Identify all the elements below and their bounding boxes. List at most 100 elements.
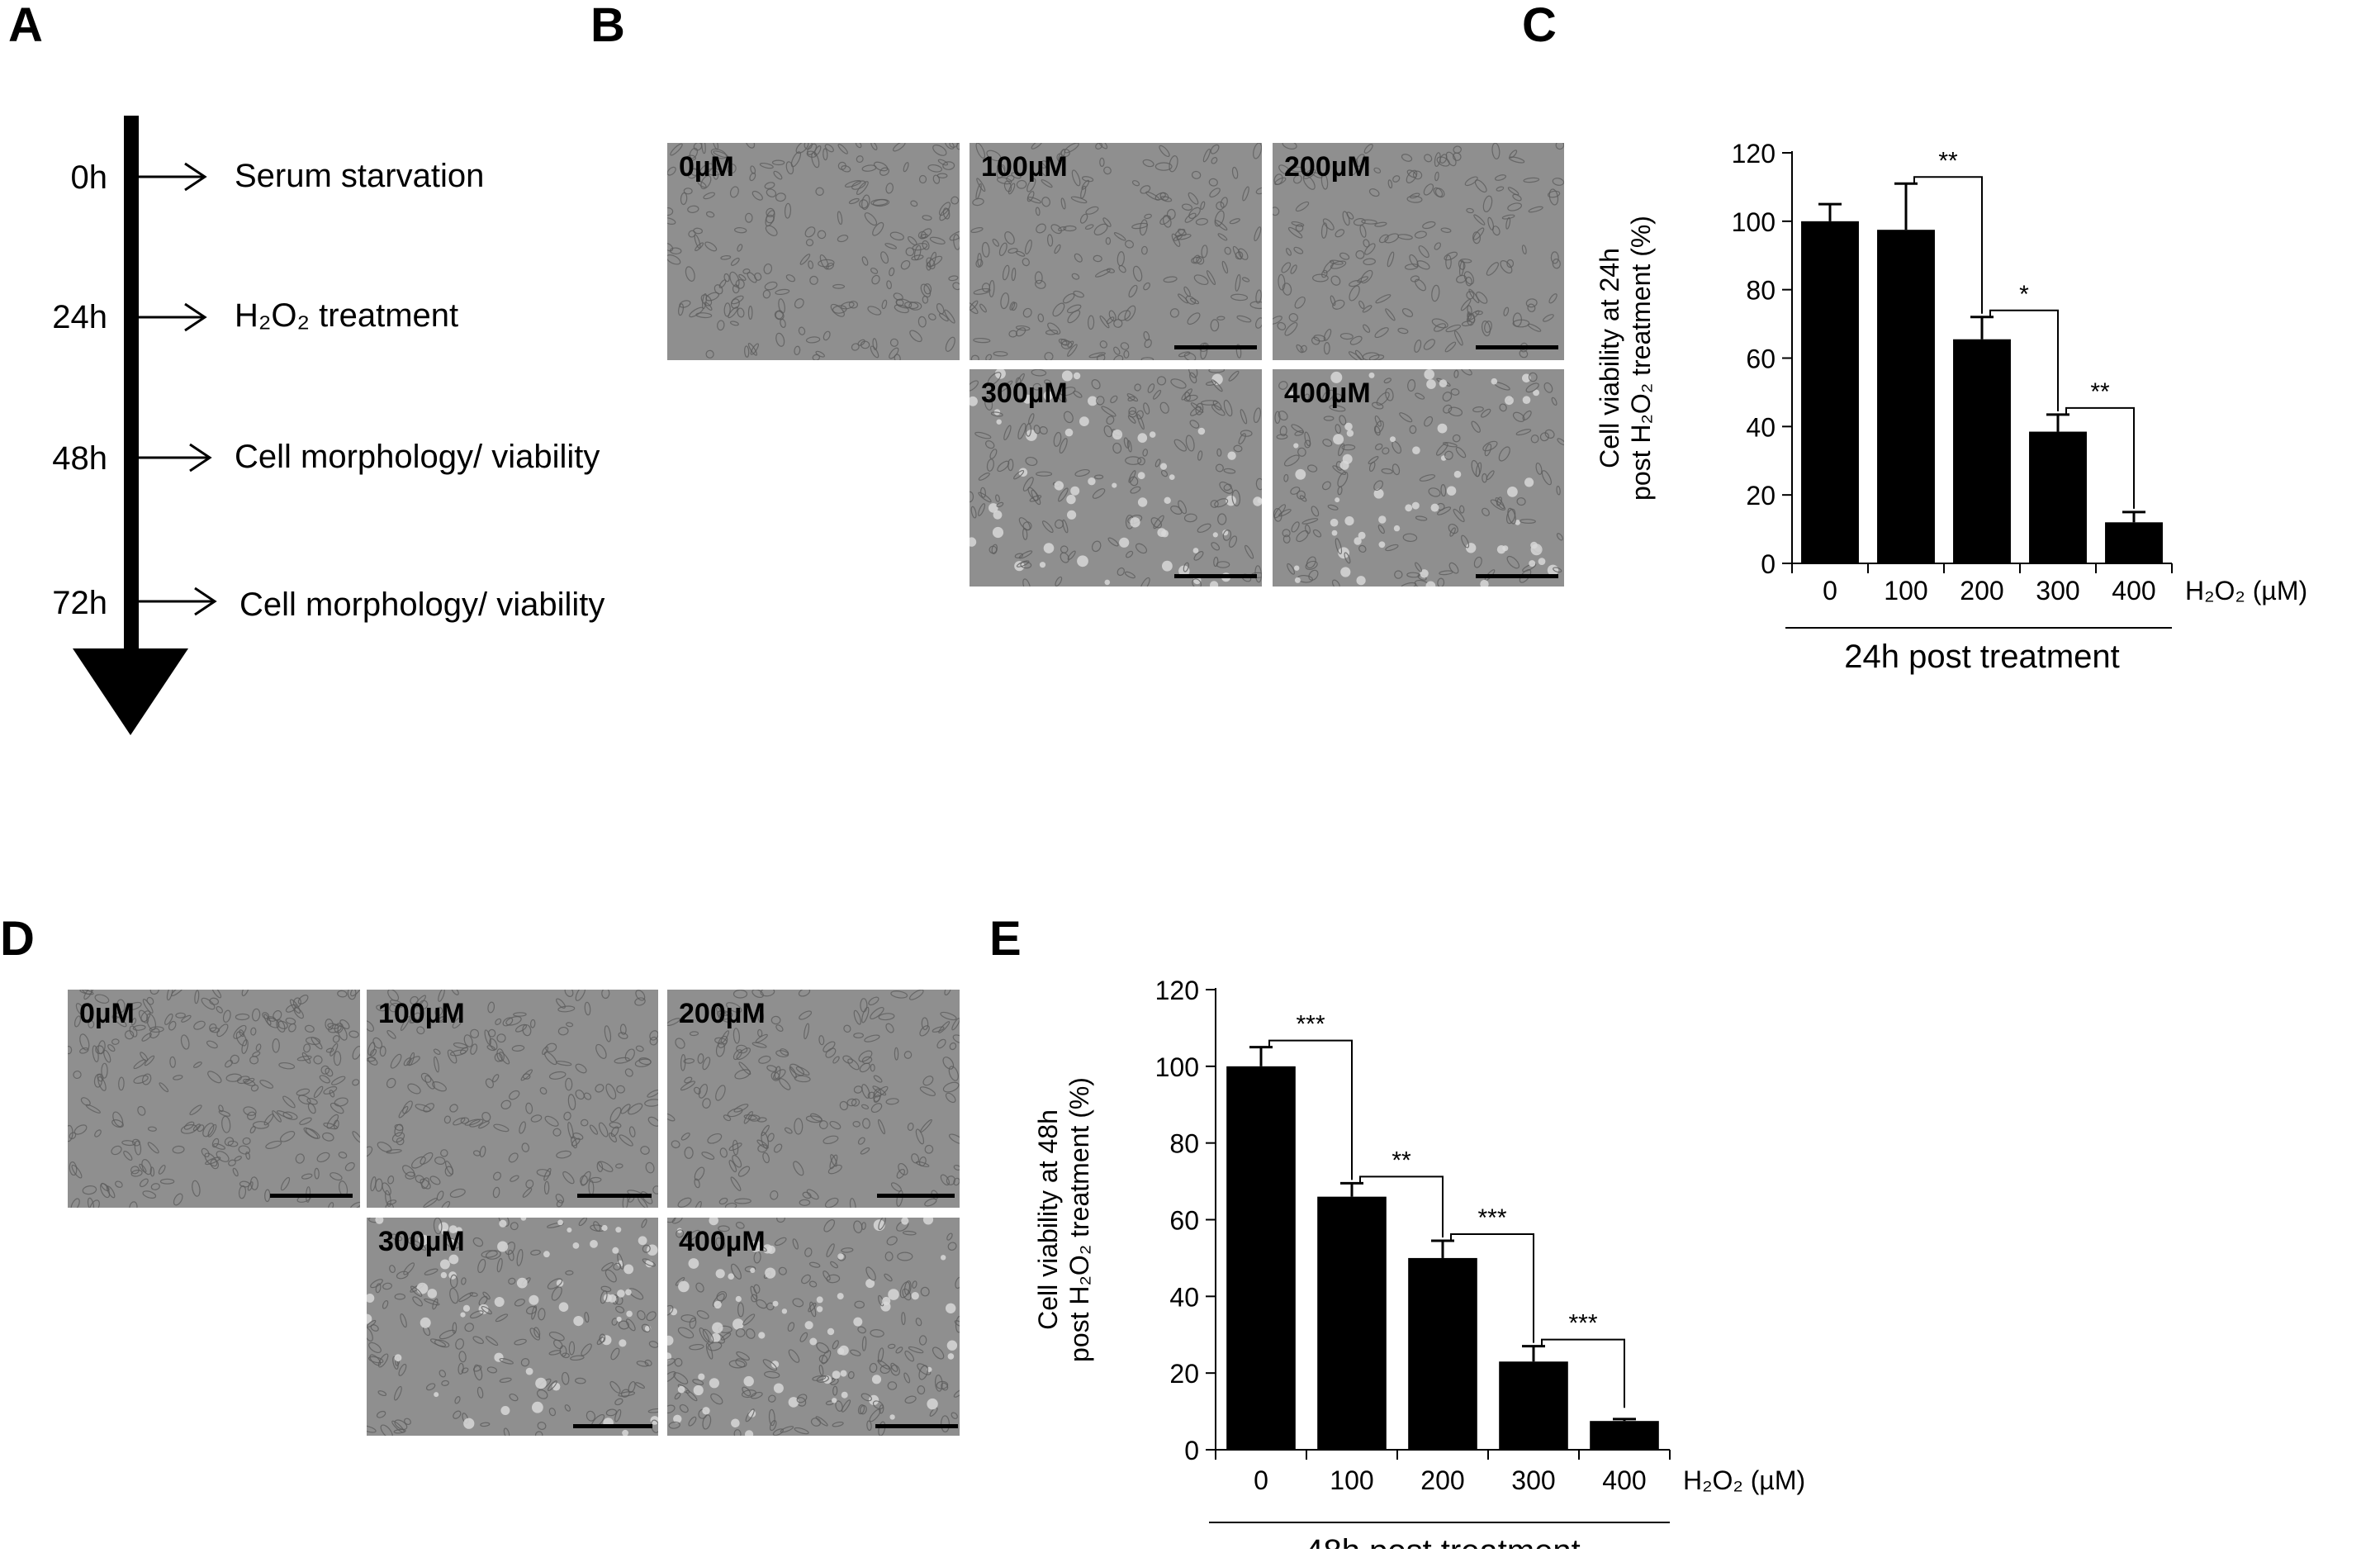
cell <box>819 254 829 270</box>
cell <box>1253 407 1261 424</box>
cell <box>720 1030 730 1043</box>
cell <box>812 1375 827 1381</box>
cell <box>737 1302 745 1318</box>
cell <box>1003 425 1012 441</box>
bright-cell <box>1104 579 1111 586</box>
cell <box>1519 569 1532 583</box>
cell <box>861 194 870 211</box>
cell <box>470 1028 480 1038</box>
cell <box>1208 178 1218 187</box>
cell <box>1026 178 1036 192</box>
cell <box>589 1124 599 1135</box>
cell <box>459 1047 469 1055</box>
cell <box>1018 550 1033 559</box>
cell <box>1032 382 1041 391</box>
cell <box>954 1320 960 1327</box>
cell <box>272 1110 282 1123</box>
cell <box>1281 262 1292 273</box>
cell <box>837 235 849 243</box>
cell <box>352 1131 360 1143</box>
cell <box>832 283 846 289</box>
bright-cell <box>1378 515 1387 524</box>
cell <box>1178 500 1188 515</box>
cell <box>1098 143 1108 150</box>
cell <box>689 147 699 159</box>
cell <box>293 1007 304 1019</box>
cell <box>1050 224 1062 235</box>
bright-cell <box>1192 576 1202 585</box>
cell <box>1448 562 1459 574</box>
bright-cell <box>612 1247 619 1254</box>
cell <box>1311 506 1320 517</box>
cell <box>1409 192 1420 199</box>
cell <box>609 1107 622 1123</box>
cell <box>101 1062 108 1079</box>
cell <box>751 1042 767 1048</box>
bright-cell <box>709 1378 719 1389</box>
cell <box>1058 487 1069 502</box>
bright-cell <box>478 1304 489 1314</box>
cell <box>1142 449 1148 457</box>
cell <box>1539 432 1549 442</box>
bright-cell <box>603 1294 612 1303</box>
cell <box>1118 264 1126 273</box>
cell <box>1323 328 1332 341</box>
cell <box>804 143 813 150</box>
cell <box>1463 271 1475 285</box>
cell <box>903 162 909 173</box>
cell <box>904 1351 915 1362</box>
cell <box>637 1310 646 1321</box>
cell <box>1521 245 1527 255</box>
cell <box>496 1048 505 1062</box>
cell <box>1125 456 1142 465</box>
cell <box>793 1161 804 1176</box>
cell <box>542 1046 549 1055</box>
bright-cell <box>970 396 978 406</box>
cell <box>743 1111 753 1124</box>
cell <box>688 1416 697 1427</box>
cell <box>390 1233 403 1242</box>
cell <box>795 1066 810 1076</box>
cell <box>1448 523 1458 534</box>
cell <box>817 230 827 240</box>
cell <box>473 1364 483 1381</box>
panel-label-b: B <box>590 0 625 52</box>
cell <box>837 211 843 226</box>
cell <box>1442 392 1453 402</box>
cell <box>760 990 775 997</box>
cell <box>536 1169 551 1177</box>
cell <box>1153 389 1162 400</box>
cell <box>608 1133 618 1142</box>
cell <box>245 1152 250 1160</box>
bright-cell <box>1162 560 1173 572</box>
cell <box>864 212 878 226</box>
cell <box>352 1046 360 1060</box>
bright-cell <box>698 1373 705 1380</box>
bright-cell <box>455 1227 462 1234</box>
cell <box>869 1408 881 1422</box>
bright-cell <box>1538 558 1546 565</box>
micrograph-label: 200µM <box>679 998 766 1029</box>
significance-label: * <box>2019 281 2029 308</box>
cell <box>853 1009 861 1025</box>
cell <box>926 257 936 269</box>
cell <box>458 1292 474 1303</box>
cell <box>1444 341 1457 353</box>
cell <box>870 345 879 359</box>
cell <box>1277 321 1287 330</box>
cell <box>889 267 895 277</box>
cell <box>439 1370 447 1378</box>
cell <box>103 1049 111 1063</box>
bright-cell <box>367 1313 372 1324</box>
cell <box>1363 239 1370 248</box>
cell <box>386 1030 396 1039</box>
cell <box>519 1121 526 1134</box>
cell <box>718 1009 730 1016</box>
cell <box>69 1132 77 1140</box>
cell <box>618 1391 636 1397</box>
cell <box>1105 236 1112 245</box>
bright-cell <box>781 1308 788 1314</box>
cell <box>894 1047 899 1061</box>
cell <box>567 1122 574 1139</box>
cell <box>1496 186 1505 192</box>
